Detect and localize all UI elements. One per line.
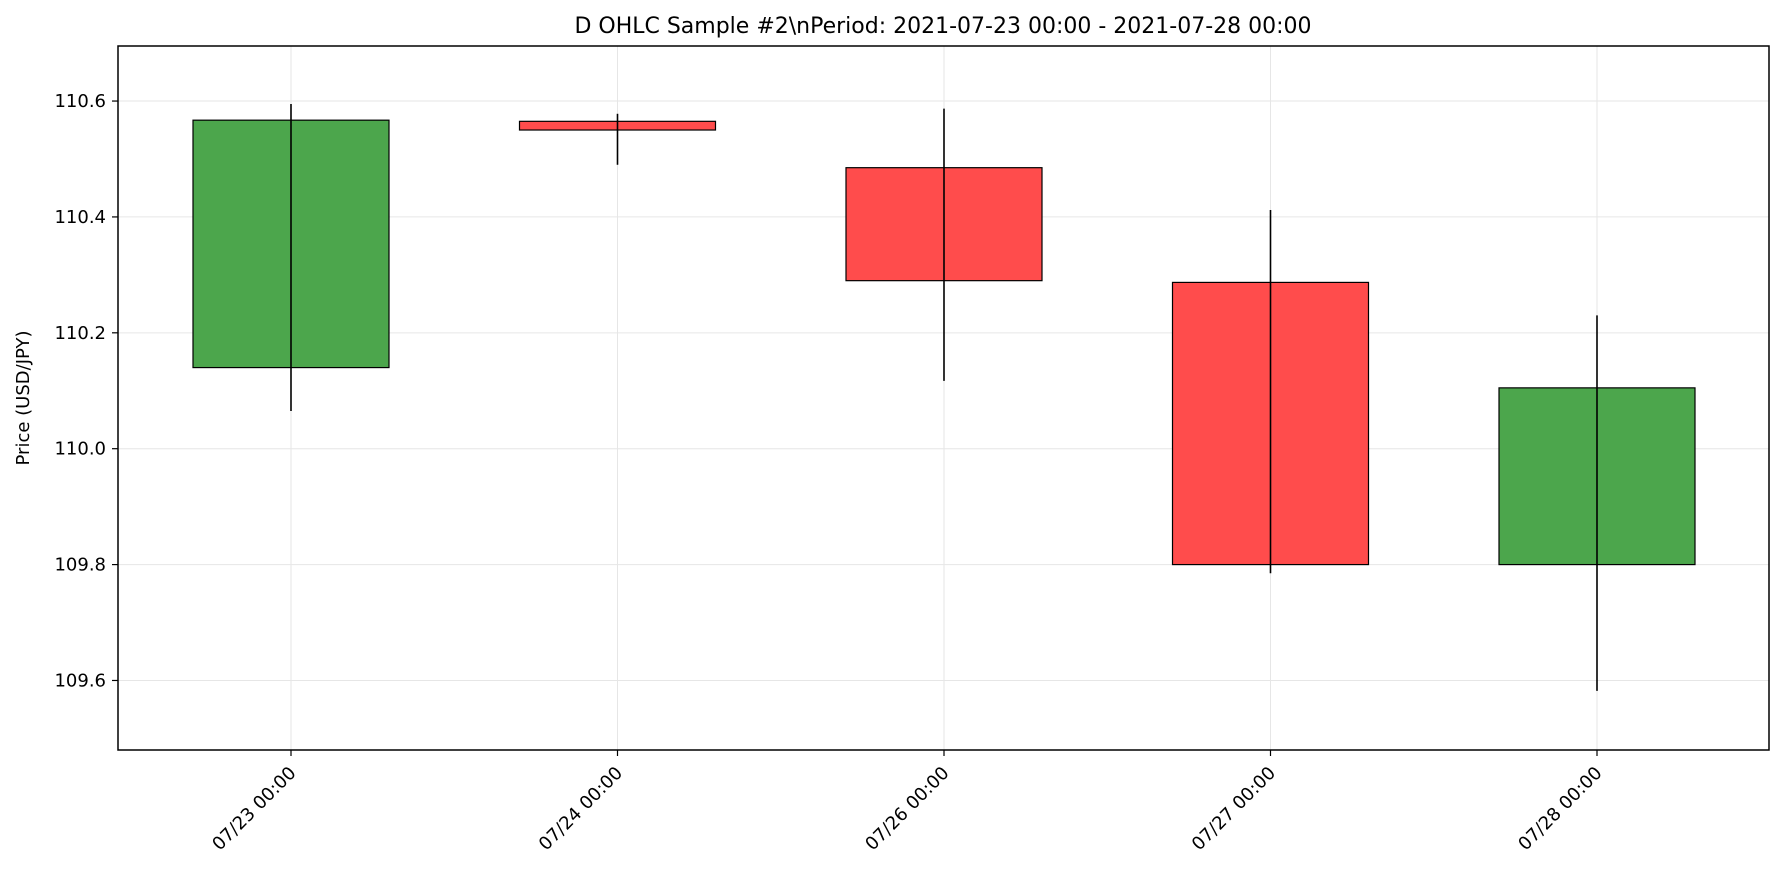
y-tick-label: 109.6: [54, 670, 106, 691]
y-tick-label: 109.8: [54, 555, 106, 576]
x-tick-label: 07/28 00:00: [1514, 763, 1606, 855]
candle-down: [845, 108, 1043, 381]
x-tick-label: 07/23 00:00: [208, 763, 300, 855]
candle-up: [192, 103, 390, 412]
y-tick-label: 110.4: [54, 207, 106, 228]
y-tick-label: 110.2: [54, 323, 106, 344]
y-axis: 109.6 109.8 110.0 110.2 110.4 110.6: [54, 91, 118, 691]
candles: [192, 103, 1696, 691]
x-axis: 07/23 00:00 07/24 00:00 07/26 00:00 07/27 0…: [208, 750, 1607, 855]
chart-title: D OHLC Sample #2\nPeriod: 2021-07-23 00:…: [574, 14, 1311, 39]
candle-up: [1498, 315, 1696, 691]
y-tick-label: 110.0: [54, 439, 106, 460]
candle-down: [518, 113, 717, 165]
y-axis-label: Price (USD/JPY): [13, 331, 34, 466]
x-tick-label: 07/24 00:00: [535, 763, 627, 855]
candle-down: [1171, 209, 1370, 574]
x-tick-label: 07/26 00:00: [861, 763, 953, 855]
x-tick-label: 07/27 00:00: [1188, 763, 1280, 855]
y-tick-label: 110.6: [54, 91, 106, 112]
